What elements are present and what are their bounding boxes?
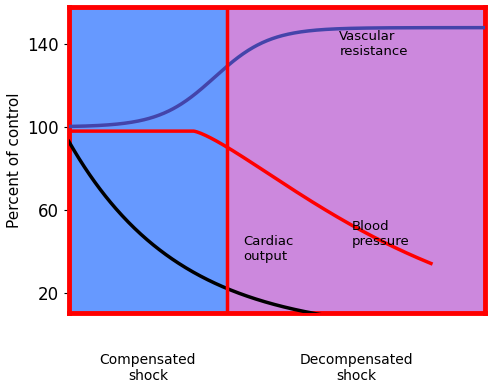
Y-axis label: Percent of control: Percent of control bbox=[7, 92, 22, 228]
Text: Vascular
resistance: Vascular resistance bbox=[339, 30, 408, 58]
Text: Cardiac
output: Cardiac output bbox=[244, 235, 294, 262]
Text: Compensated
shock: Compensated shock bbox=[100, 353, 196, 382]
Text: Decompensated
shock: Decompensated shock bbox=[299, 353, 413, 382]
Text: Blood
pressure: Blood pressure bbox=[352, 220, 410, 248]
Bar bbox=[69, 7, 227, 313]
Bar bbox=[227, 7, 485, 313]
